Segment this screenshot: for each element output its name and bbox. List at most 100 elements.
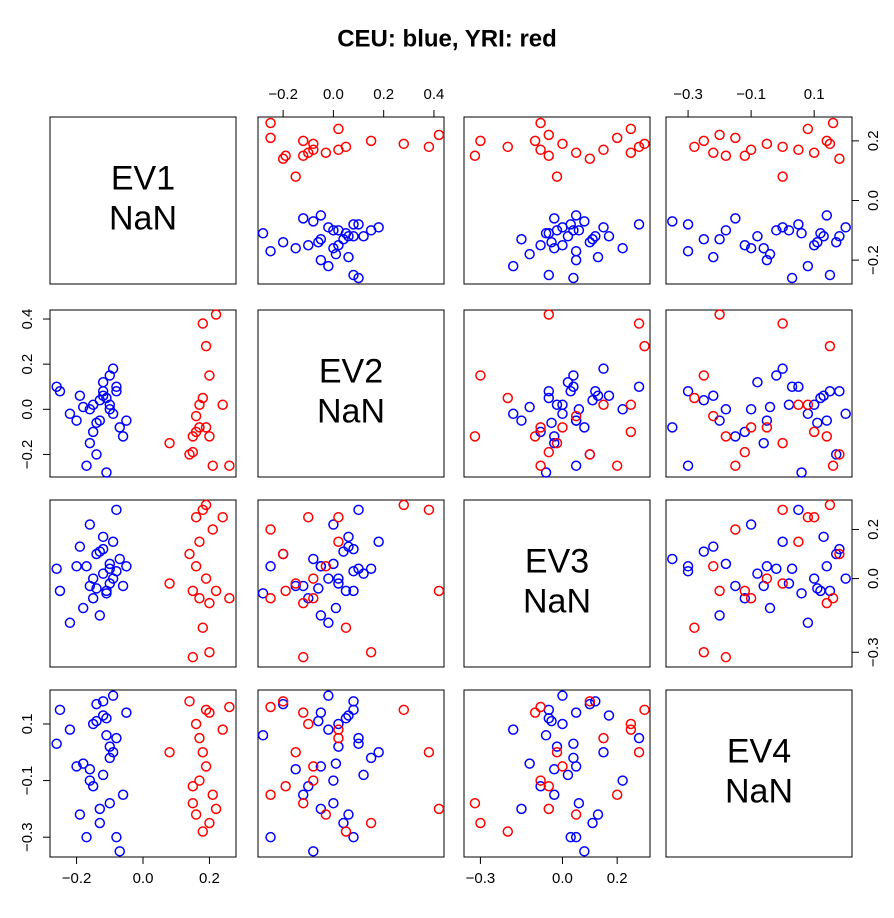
point (611, 132, 623, 144)
point (730, 524, 741, 535)
point (194, 536, 205, 547)
point (353, 219, 364, 230)
point (739, 426, 751, 438)
point (308, 138, 319, 150)
point (333, 225, 344, 236)
point (793, 399, 804, 411)
point (698, 135, 710, 147)
y-tick-label: 0.2 (19, 354, 36, 375)
point (570, 415, 582, 426)
point (107, 747, 119, 758)
point (516, 234, 527, 245)
point (224, 460, 235, 471)
x-tick-label: 0.1 (804, 86, 825, 103)
y-tick-label: 0.2 (865, 519, 882, 540)
point (808, 399, 820, 411)
point (81, 460, 92, 471)
point (194, 775, 205, 786)
point (290, 242, 301, 254)
point (87, 426, 99, 438)
point (315, 761, 327, 772)
point (97, 769, 109, 781)
point (373, 747, 384, 758)
point (348, 585, 359, 597)
point (603, 231, 615, 242)
point (590, 696, 601, 707)
point (187, 780, 199, 792)
point (200, 573, 212, 584)
y-tick-label: 0.0 (865, 568, 882, 589)
point (745, 519, 757, 530)
point (94, 803, 106, 815)
point (598, 144, 609, 156)
x-tick-label: −0.3 (673, 86, 703, 103)
point (549, 437, 560, 449)
point (197, 318, 209, 329)
point (584, 698, 596, 710)
point (104, 741, 116, 752)
point (313, 583, 324, 594)
point (562, 769, 574, 781)
panel-frame (463, 309, 651, 478)
point (91, 698, 102, 710)
point (101, 588, 112, 599)
point (54, 704, 66, 716)
point (551, 399, 563, 411)
x-tick-label: −0.1 (736, 86, 766, 103)
point (190, 511, 202, 523)
point (277, 698, 289, 710)
point (502, 141, 514, 153)
point (834, 153, 845, 164)
point (365, 817, 377, 829)
point (121, 561, 132, 572)
point (708, 251, 719, 263)
variable-label: EV4 (727, 732, 791, 770)
point (423, 747, 435, 758)
point (639, 138, 650, 150)
point (698, 395, 710, 406)
point (592, 809, 604, 820)
point (830, 548, 842, 560)
panel-frame (49, 689, 237, 858)
point (808, 511, 820, 523)
point (543, 713, 555, 724)
point (786, 272, 798, 284)
point (111, 831, 122, 843)
point (682, 561, 694, 572)
point (730, 460, 741, 471)
point (313, 715, 324, 727)
point (758, 242, 769, 254)
point (340, 585, 352, 597)
point (543, 385, 555, 397)
point (587, 395, 598, 406)
point (340, 713, 352, 724)
point (348, 831, 359, 843)
point (197, 392, 209, 404)
point (217, 724, 228, 735)
point (777, 318, 788, 329)
point (81, 561, 92, 572)
point (708, 561, 719, 572)
point (277, 237, 289, 248)
point (793, 536, 804, 547)
point (320, 561, 332, 572)
y-tick-label: −0.2 (19, 440, 36, 470)
point (579, 422, 590, 433)
point (598, 747, 609, 758)
point (348, 565, 359, 577)
point (315, 234, 327, 245)
y-tick-label: −0.3 (19, 822, 36, 852)
point (543, 780, 555, 792)
point (348, 543, 359, 555)
point (197, 747, 209, 758)
point (625, 718, 637, 730)
point (584, 237, 596, 248)
point (617, 242, 628, 254)
x-tick-label: 0.2 (373, 86, 394, 103)
x-tick-label: 0.0 (552, 870, 573, 887)
point (834, 449, 845, 460)
point (343, 531, 354, 543)
point (796, 228, 807, 239)
point (611, 460, 623, 471)
point (786, 563, 798, 575)
